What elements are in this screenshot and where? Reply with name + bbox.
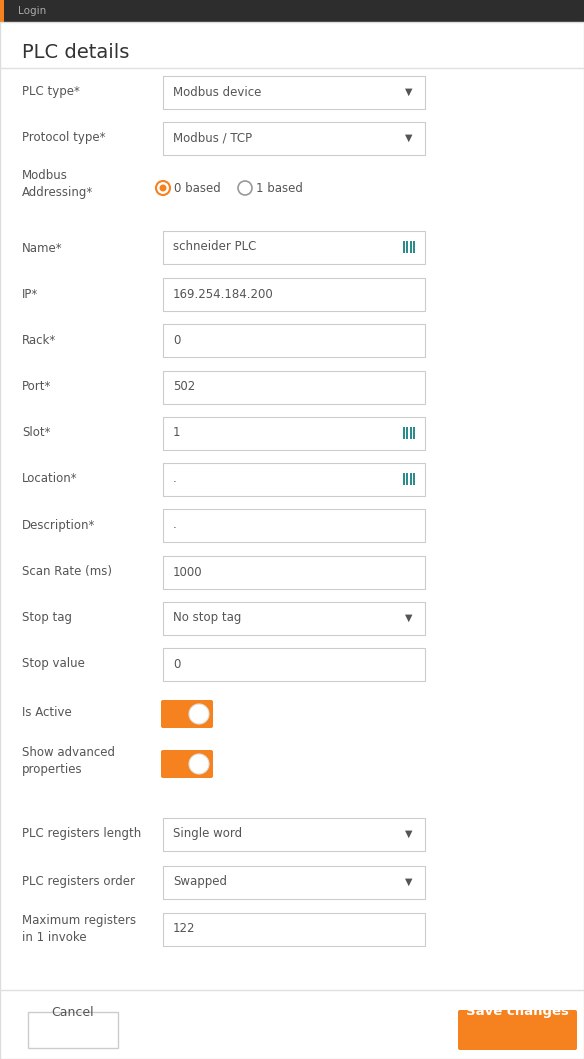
Text: Port*: Port* — [22, 380, 51, 394]
FancyBboxPatch shape — [163, 913, 425, 946]
Text: Swapped: Swapped — [173, 876, 227, 889]
FancyBboxPatch shape — [413, 473, 415, 485]
FancyBboxPatch shape — [410, 427, 412, 439]
FancyBboxPatch shape — [163, 865, 425, 898]
Text: 1 based: 1 based — [256, 181, 303, 195]
Text: Slot*: Slot* — [22, 427, 50, 439]
FancyBboxPatch shape — [163, 647, 425, 681]
Text: ▼: ▼ — [405, 87, 413, 97]
FancyBboxPatch shape — [163, 602, 425, 634]
Text: 122: 122 — [173, 922, 196, 935]
FancyBboxPatch shape — [163, 371, 425, 403]
Text: Location*: Location* — [22, 472, 78, 485]
Text: 0: 0 — [173, 658, 180, 670]
FancyBboxPatch shape — [163, 416, 425, 449]
Text: 0: 0 — [173, 334, 180, 346]
Circle shape — [159, 184, 166, 192]
FancyBboxPatch shape — [163, 818, 425, 850]
FancyBboxPatch shape — [163, 508, 425, 541]
FancyBboxPatch shape — [413, 427, 415, 439]
FancyBboxPatch shape — [410, 241, 412, 253]
FancyBboxPatch shape — [403, 473, 405, 485]
Text: 502: 502 — [173, 380, 195, 394]
FancyBboxPatch shape — [0, 22, 584, 1059]
Text: PLC registers length: PLC registers length — [22, 827, 141, 841]
Text: .: . — [173, 519, 177, 532]
FancyBboxPatch shape — [458, 1010, 577, 1051]
Text: Scan Rate (ms): Scan Rate (ms) — [22, 566, 112, 578]
Text: 1000: 1000 — [173, 566, 203, 578]
Text: Cancel: Cancel — [52, 1005, 94, 1019]
FancyBboxPatch shape — [163, 556, 425, 589]
Text: PLC registers order: PLC registers order — [22, 876, 135, 889]
Text: ▼: ▼ — [405, 133, 413, 143]
FancyBboxPatch shape — [406, 473, 408, 485]
Text: Name*: Name* — [22, 241, 62, 254]
Text: 1: 1 — [173, 427, 180, 439]
FancyBboxPatch shape — [28, 1012, 118, 1048]
Text: Protocol type*: Protocol type* — [22, 131, 106, 144]
Text: 169.254.184.200: 169.254.184.200 — [173, 287, 274, 301]
Text: Maximum registers
in 1 invoke: Maximum registers in 1 invoke — [22, 914, 136, 944]
Circle shape — [238, 181, 252, 195]
FancyBboxPatch shape — [406, 427, 408, 439]
Circle shape — [189, 754, 209, 774]
FancyBboxPatch shape — [0, 0, 584, 22]
FancyBboxPatch shape — [163, 463, 425, 496]
FancyBboxPatch shape — [163, 75, 425, 108]
Text: ▼: ▼ — [405, 613, 413, 623]
Circle shape — [156, 181, 170, 195]
Text: Single word: Single word — [173, 827, 242, 841]
FancyBboxPatch shape — [413, 241, 415, 253]
FancyBboxPatch shape — [403, 427, 405, 439]
Text: Show advanced
properties: Show advanced properties — [22, 746, 115, 776]
FancyBboxPatch shape — [161, 750, 213, 778]
FancyBboxPatch shape — [163, 277, 425, 310]
Text: Rack*: Rack* — [22, 334, 56, 346]
Text: IP*: IP* — [22, 287, 38, 301]
Text: No stop tag: No stop tag — [173, 611, 241, 625]
Text: ▼: ▼ — [405, 877, 413, 887]
Text: 0 based: 0 based — [174, 181, 221, 195]
Text: PLC details: PLC details — [22, 42, 130, 61]
Text: Save changes: Save changes — [466, 1005, 569, 1019]
FancyBboxPatch shape — [163, 231, 425, 264]
FancyBboxPatch shape — [161, 700, 213, 728]
FancyBboxPatch shape — [403, 241, 405, 253]
Text: ▼: ▼ — [405, 829, 413, 839]
Text: Modbus / TCP: Modbus / TCP — [173, 131, 252, 144]
Text: Is Active: Is Active — [22, 705, 72, 718]
FancyBboxPatch shape — [410, 473, 412, 485]
Text: schneider PLC: schneider PLC — [173, 240, 256, 253]
FancyBboxPatch shape — [163, 323, 425, 357]
FancyBboxPatch shape — [406, 241, 408, 253]
Text: PLC type*: PLC type* — [22, 86, 80, 98]
FancyBboxPatch shape — [163, 122, 425, 155]
Text: Login: Login — [18, 6, 46, 16]
Text: Modbus
Addressing*: Modbus Addressing* — [22, 169, 93, 199]
Text: Modbus device: Modbus device — [173, 86, 262, 98]
Text: .: . — [173, 472, 177, 485]
FancyBboxPatch shape — [0, 0, 4, 22]
Text: Stop value: Stop value — [22, 658, 85, 670]
Text: Description*: Description* — [22, 519, 95, 532]
Text: Stop tag: Stop tag — [22, 611, 72, 625]
Circle shape — [189, 704, 209, 724]
